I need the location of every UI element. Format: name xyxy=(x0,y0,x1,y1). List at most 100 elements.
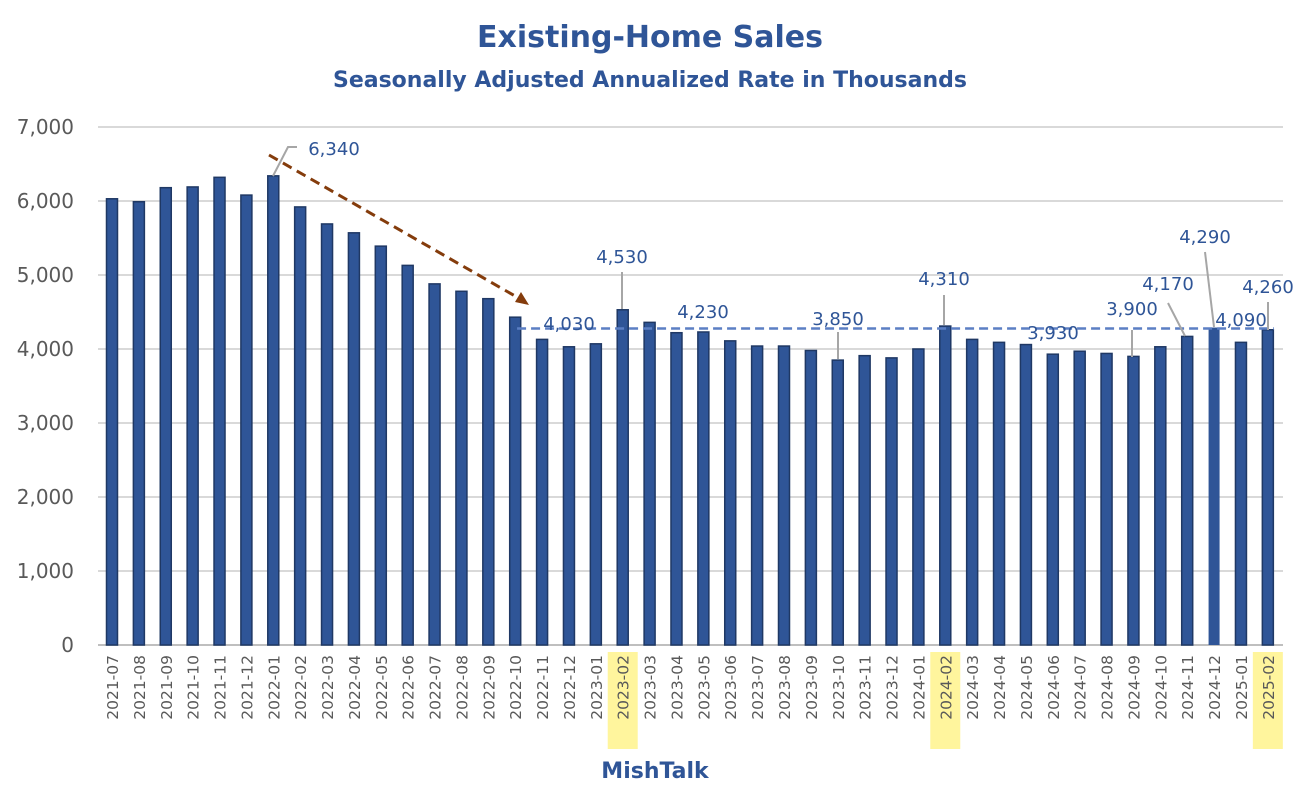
x-tick-label: 2023-02 xyxy=(615,655,633,720)
bar xyxy=(562,346,576,646)
x-tick-label: 2021-10 xyxy=(185,655,203,720)
data-label: 4,260 xyxy=(1242,277,1294,298)
category-highlight xyxy=(607,652,638,749)
y-tick-label: 4,000 xyxy=(17,337,74,361)
bar xyxy=(1154,346,1167,646)
x-tick-label: 2022-11 xyxy=(534,655,552,720)
x-tick-label: 2022-04 xyxy=(346,655,364,720)
y-tick-label: 2,000 xyxy=(17,485,74,509)
bar xyxy=(1046,353,1060,646)
y-tick-label: 1,000 xyxy=(17,559,74,583)
x-tick-label: 2024-06 xyxy=(1045,655,1063,720)
bar xyxy=(267,175,280,646)
x-tick-label: 2023-06 xyxy=(722,655,740,720)
x-tick-label: 2024-02 xyxy=(937,655,955,720)
data-label: 4,030 xyxy=(543,314,595,335)
data-label: 3,850 xyxy=(812,309,864,330)
bar xyxy=(240,194,253,646)
x-tick-label: 2023-11 xyxy=(857,655,875,720)
x-tick-label: 2022-01 xyxy=(265,655,283,720)
source-label: MishTalk xyxy=(601,759,710,784)
bar xyxy=(616,309,629,646)
trend-arrow xyxy=(268,153,523,302)
bar xyxy=(777,345,791,646)
x-tick-label: 2022-02 xyxy=(292,655,310,720)
bar xyxy=(670,331,683,646)
bar xyxy=(1073,350,1086,646)
bar xyxy=(1180,335,1194,646)
x-tick-label: 2022-12 xyxy=(561,655,579,720)
bar xyxy=(213,176,226,646)
chart-subtitle: Seasonally Adjusted Annualized Rate in T… xyxy=(333,68,967,93)
x-tick-label: 2025-02 xyxy=(1260,655,1278,720)
x-tick-label: 2023-01 xyxy=(588,655,606,720)
data-label: 4,310 xyxy=(918,269,970,290)
x-tick-label: 2021-09 xyxy=(158,655,176,720)
bar xyxy=(750,345,764,646)
bar xyxy=(132,200,146,646)
bar xyxy=(858,354,871,646)
bar xyxy=(885,357,898,646)
x-tick-label: 2022-05 xyxy=(373,655,391,720)
data-label: 3,930 xyxy=(1027,323,1079,344)
x-tick-label: 2023-07 xyxy=(749,655,767,720)
data-label: 4,290 xyxy=(1179,227,1231,248)
x-tick-label: 2023-04 xyxy=(668,655,686,720)
x-tick-label: 2025-01 xyxy=(1233,655,1251,720)
leader-line xyxy=(1167,302,1186,337)
x-tick-label: 2022-07 xyxy=(427,655,445,720)
chart-title: Existing-Home Sales xyxy=(477,20,823,55)
x-tick-label: 2021-11 xyxy=(212,655,230,720)
bar xyxy=(401,264,414,646)
bar xyxy=(1261,329,1275,646)
data-label: 4,170 xyxy=(1142,274,1194,295)
x-tick-label: 2024-08 xyxy=(1099,655,1117,720)
x-tick-label: 2024-10 xyxy=(1152,655,1170,720)
x-tick-label: 2024-01 xyxy=(910,655,928,720)
x-tick-label: 2023-10 xyxy=(830,655,848,720)
x-tick-label: 2023-03 xyxy=(642,655,660,720)
x-tick-label: 2024-12 xyxy=(1206,655,1224,720)
x-tick-label: 2022-10 xyxy=(507,655,525,720)
x-tick-label: 2022-08 xyxy=(453,655,471,720)
x-tick-label: 2021-08 xyxy=(131,655,149,720)
bar xyxy=(535,338,549,646)
bar xyxy=(643,321,656,646)
bar xyxy=(1208,327,1220,645)
x-tick-label: 2024-04 xyxy=(991,655,1009,720)
data-label: 3,900 xyxy=(1106,299,1158,320)
bar xyxy=(965,338,979,646)
bar xyxy=(831,359,845,646)
x-tick-label: 2024-09 xyxy=(1125,655,1143,720)
x-tick-label: 2021-12 xyxy=(238,655,256,720)
y-tick-label: 7,000 xyxy=(17,115,74,139)
bar xyxy=(455,290,468,646)
x-tick-label: 2023-09 xyxy=(803,655,821,720)
bar xyxy=(939,325,952,646)
bar xyxy=(912,348,925,646)
data-label: 4,530 xyxy=(596,247,648,268)
bar xyxy=(1127,355,1140,646)
y-tick-label: 6,000 xyxy=(17,189,74,213)
bar xyxy=(1234,341,1248,646)
bar xyxy=(1019,343,1033,646)
trend-arrow-head xyxy=(515,292,529,305)
category-highlight xyxy=(1252,652,1283,749)
bar xyxy=(347,232,361,646)
bar xyxy=(320,223,334,646)
bar xyxy=(589,343,603,646)
y-tick-label: 0 xyxy=(61,633,74,657)
x-tick-label: 2024-05 xyxy=(1018,655,1036,720)
bar xyxy=(374,245,388,646)
x-tick-label: 2023-12 xyxy=(884,655,902,720)
bar xyxy=(428,283,441,646)
bar xyxy=(159,186,173,646)
x-tick-label: 2023-08 xyxy=(776,655,794,720)
x-tick-label: 2022-09 xyxy=(480,655,498,720)
bar xyxy=(186,186,199,646)
data-label: 4,230 xyxy=(677,302,729,323)
x-tick-label: 2023-05 xyxy=(695,655,713,720)
bar xyxy=(697,331,710,646)
x-tick-label: 2024-11 xyxy=(1179,655,1197,720)
